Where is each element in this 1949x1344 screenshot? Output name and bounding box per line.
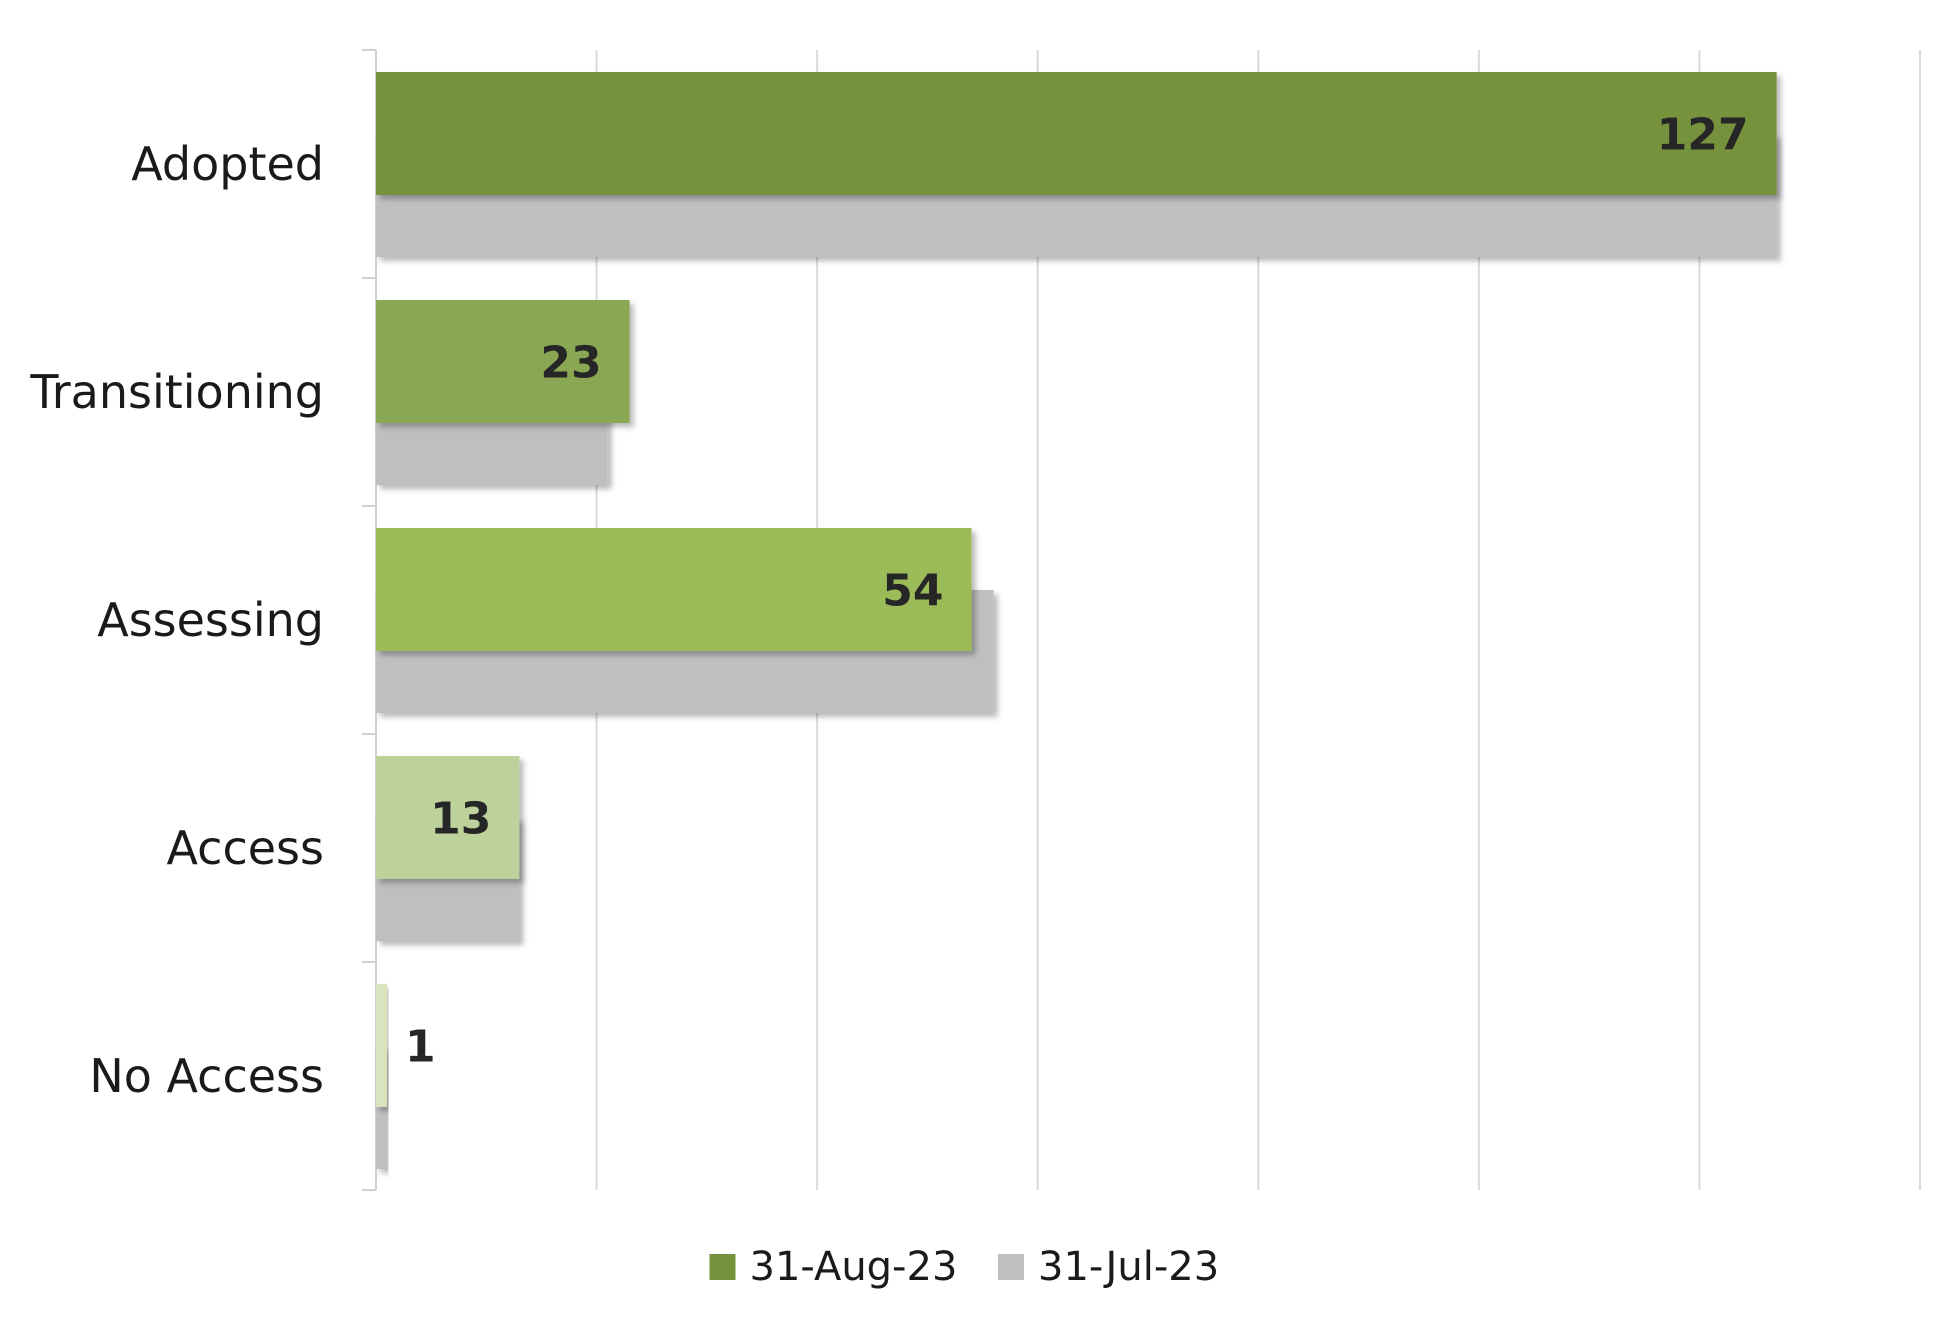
data-labels: 127 23 54 13 1 — [405, 110, 1749, 1073]
bars — [376, 72, 1777, 1169]
bar-aug-no-access — [376, 984, 388, 1107]
data-label: 13 — [430, 794, 491, 845]
legend-swatch — [998, 1254, 1024, 1280]
data-label: 1 — [405, 1022, 436, 1073]
bar-aug-assessing — [376, 528, 972, 651]
category-label: No Access — [89, 1049, 324, 1103]
legend-label: 31-Jul-23 — [1038, 1244, 1219, 1290]
bar-jul-no-access — [376, 1046, 388, 1169]
category-axis: Adopted Transitioning Assessing Access No Ac… — [29, 49, 377, 1191]
data-label: 127 — [1657, 110, 1749, 161]
legend-swatch — [709, 1254, 736, 1280]
legend: 31-Aug-23 31-Jul-23 — [709, 1244, 1219, 1290]
bar-aug-adopted — [376, 72, 1777, 195]
category-label: Adopted — [131, 137, 324, 191]
category-label: Transitioning — [29, 365, 324, 419]
category-label: Assessing — [97, 593, 324, 647]
data-label: 23 — [540, 338, 601, 389]
category-label: Access — [167, 821, 324, 875]
bar-aug-access — [376, 756, 520, 879]
data-label: 54 — [882, 566, 943, 617]
bar-aug-transitioning — [376, 300, 630, 423]
legend-label: 31-Aug-23 — [750, 1244, 958, 1290]
